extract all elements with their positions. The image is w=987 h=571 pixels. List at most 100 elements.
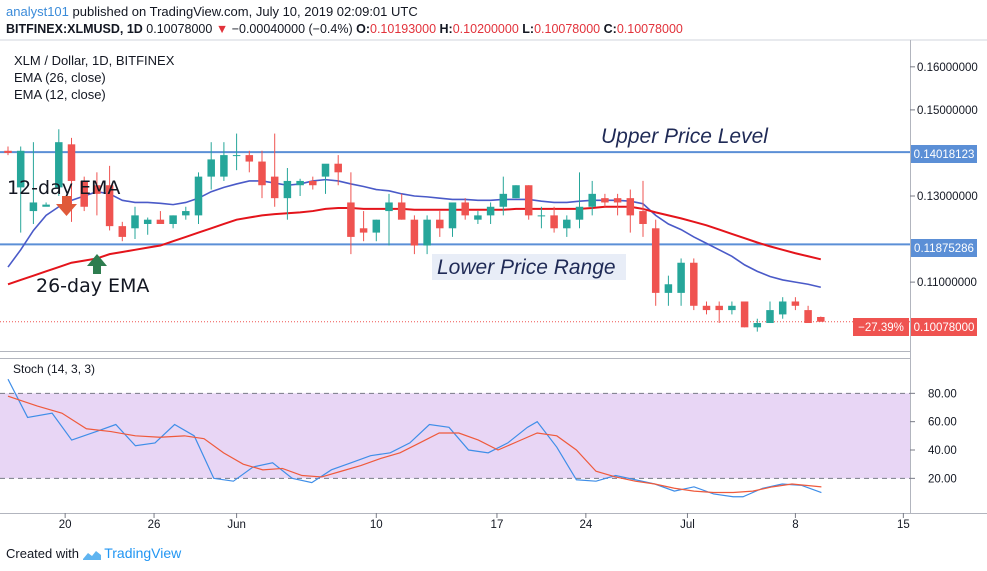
- candle-down: [4, 146, 12, 156]
- candle-up: [778, 297, 787, 319]
- candle-body: [232, 155, 241, 157]
- down-arrow-icon: ▼: [215, 22, 229, 36]
- symbol-label: BITFINEX:XLMUSD, 1D: [6, 22, 143, 36]
- ema26-legend: EMA (26, close): [14, 70, 106, 85]
- candle-down: [740, 301, 749, 328]
- candle-down: [359, 211, 368, 242]
- ohlc-line: BITFINEX:XLMUSD, 1D 0.10078000 ▼ −0.0004…: [6, 22, 683, 36]
- candle-up: [575, 172, 584, 229]
- down-arrow-icon: [56, 196, 77, 216]
- stoch-k-line: [7, 378, 822, 498]
- ema12-line: [7, 178, 821, 289]
- candle-body: [601, 198, 609, 203]
- lower-level-price-tag: 0.11875286: [911, 239, 977, 257]
- candle-body: [321, 163, 330, 177]
- stochastic-lines: [7, 378, 822, 498]
- candle-up: [448, 202, 457, 237]
- candle-down: [118, 221, 127, 242]
- candle-down: [690, 258, 698, 311]
- candle-body: [766, 310, 774, 324]
- candle-body: [16, 150, 25, 188]
- candle-up: [728, 301, 736, 315]
- candle-up: [29, 142, 38, 224]
- candle-body: [474, 215, 482, 220]
- candle-down: [334, 155, 342, 186]
- candle-down: [309, 176, 317, 190]
- candle-up: [385, 193, 393, 246]
- candle-body: [258, 161, 266, 186]
- candle-up: [537, 206, 546, 229]
- svg-text:−27.39%: −27.39%: [858, 322, 904, 334]
- candle-body: [550, 215, 558, 229]
- candle-up: [182, 206, 190, 220]
- candle-body: [385, 202, 393, 212]
- candle-body: [664, 284, 673, 293]
- candle-body: [626, 198, 635, 216]
- candle-body: [778, 301, 787, 315]
- svg-text:0.14018123: 0.14018123: [914, 149, 975, 161]
- candle-body: [486, 206, 495, 216]
- candle-body: [347, 202, 355, 237]
- time-tick-label: 20: [59, 519, 72, 531]
- candle-body: [588, 193, 596, 207]
- low-value: 0.10078000: [534, 22, 601, 36]
- symbol-legend: XLM / Dollar, 1D, BITFINEX: [14, 53, 175, 68]
- candle-body: [93, 185, 101, 194]
- candle-up: [677, 258, 685, 306]
- stoch-tick-label: 40.00: [928, 445, 957, 457]
- candle-body: [728, 305, 736, 311]
- candle-body: [207, 159, 215, 177]
- candle-body: [359, 228, 368, 233]
- time-tick-label: 24: [579, 519, 592, 531]
- ema12-legend: EMA (12, close): [14, 87, 106, 102]
- tradingview-brand-link[interactable]: TradingView: [104, 545, 182, 561]
- stoch-tick-label: 60.00: [928, 417, 957, 429]
- candle-body: [651, 228, 660, 293]
- candle-body: [499, 193, 508, 207]
- high-label: H:: [439, 22, 453, 36]
- candle-body: [817, 316, 825, 322]
- candle-up: [131, 206, 139, 240]
- last-price-tag: 0.10078000: [911, 318, 977, 336]
- candle-down: [347, 172, 355, 255]
- change-value: −0.00040000 (−0.4%): [231, 22, 353, 36]
- candle-body: [436, 219, 444, 229]
- stoch-overbought-band: [0, 392, 910, 479]
- candle-body: [270, 176, 279, 199]
- candle-up: [563, 215, 571, 237]
- candle-body: [563, 219, 571, 229]
- candle-down: [436, 211, 444, 237]
- candle-body: [42, 204, 50, 207]
- candle-body: [461, 202, 469, 216]
- candle-body: [283, 180, 292, 199]
- stoch-d-line: [7, 395, 822, 494]
- candle-body: [537, 215, 546, 217]
- lower-price-range-label: Lower Price Range: [437, 256, 616, 279]
- publish-info: published on TradingView.com, July 10, 2…: [72, 4, 418, 19]
- time-tick-label: Jul: [680, 519, 695, 531]
- author-link[interactable]: analyst101: [6, 4, 69, 19]
- candle-body: [690, 262, 698, 306]
- candle-down: [93, 172, 101, 216]
- candle-body: [194, 176, 203, 216]
- candle-body: [80, 180, 88, 207]
- ema-lines: [7, 178, 822, 289]
- candle-up: [423, 215, 431, 255]
- candle-body: [524, 185, 533, 216]
- candle-body: [131, 215, 139, 229]
- candle-body: [740, 301, 749, 328]
- time-tick-label: 26: [148, 519, 161, 531]
- candle-up: [16, 146, 25, 233]
- candle-down: [651, 219, 660, 306]
- candle-up: [55, 129, 63, 196]
- candle-up: [372, 219, 381, 242]
- stoch-band: [0, 393, 910, 479]
- candle-body: [410, 219, 419, 246]
- low-label: L:: [522, 22, 535, 36]
- chart-frame: [0, 39, 987, 514]
- price-tick-label: 0.15000000: [917, 105, 978, 117]
- ema12-annotation: 12-day EMA: [7, 177, 120, 199]
- stoch-tick-label: 20.00: [928, 473, 957, 485]
- candle-down: [817, 316, 825, 322]
